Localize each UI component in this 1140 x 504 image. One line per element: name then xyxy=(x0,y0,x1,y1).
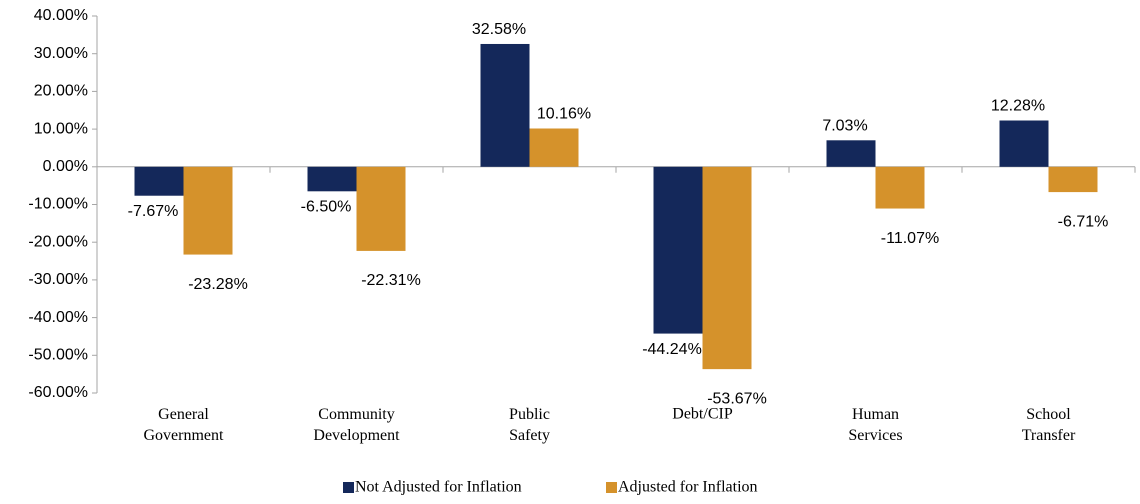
value-label: 32.58% xyxy=(472,21,526,38)
bar xyxy=(480,43,530,167)
bar xyxy=(875,166,925,209)
y-tick-label: -60.00% xyxy=(28,384,88,401)
bar xyxy=(529,128,579,167)
value-label: 10.16% xyxy=(537,106,591,123)
value-label: -22.31% xyxy=(361,272,421,289)
y-tick-label: -10.00% xyxy=(28,196,88,213)
y-tick-label: -50.00% xyxy=(28,347,88,364)
y-tick-label: -40.00% xyxy=(28,309,88,326)
y-tick-label: 30.00% xyxy=(34,45,88,62)
x-tick-label: School Transfer xyxy=(1022,406,1076,444)
x-tick-label: Human Services xyxy=(848,406,902,444)
value-label: -11.07% xyxy=(881,230,939,247)
value-label: -6.71% xyxy=(1058,213,1109,230)
y-tick-label: 0.00% xyxy=(43,158,88,175)
bar xyxy=(356,166,406,251)
value-label: -6.50% xyxy=(301,199,352,216)
x-tick-label: Community Development xyxy=(313,406,400,444)
x-tick-label: Public Safety xyxy=(509,406,550,444)
legend-swatch xyxy=(606,482,617,493)
legend-label: Not Adjusted for Inflation xyxy=(355,479,522,496)
bar xyxy=(1048,166,1098,193)
y-tick-label: 10.00% xyxy=(34,120,88,137)
bar xyxy=(307,166,357,192)
y-tick-label: -20.00% xyxy=(28,233,88,250)
bar xyxy=(134,166,184,196)
x-tick-label: Debt/CIP xyxy=(672,406,733,423)
bar xyxy=(826,140,876,167)
bar xyxy=(183,166,233,255)
y-tick-label: -30.00% xyxy=(28,271,88,288)
value-label: 12.28% xyxy=(991,98,1045,115)
value-label: -44.24% xyxy=(642,341,702,358)
y-tick-label: 20.00% xyxy=(34,83,88,100)
value-label: -53.67% xyxy=(707,390,767,407)
value-label: 7.03% xyxy=(822,118,867,135)
bar xyxy=(999,120,1049,167)
bar xyxy=(702,166,752,370)
legend-label: Adjusted for Inflation xyxy=(618,479,758,496)
value-label: -7.67% xyxy=(128,203,179,220)
bar xyxy=(653,166,703,334)
x-tick-label: General Government xyxy=(144,406,225,444)
value-label: -23.28% xyxy=(188,276,248,293)
legend-swatch xyxy=(343,482,354,493)
y-tick-label: 40.00% xyxy=(34,7,88,24)
